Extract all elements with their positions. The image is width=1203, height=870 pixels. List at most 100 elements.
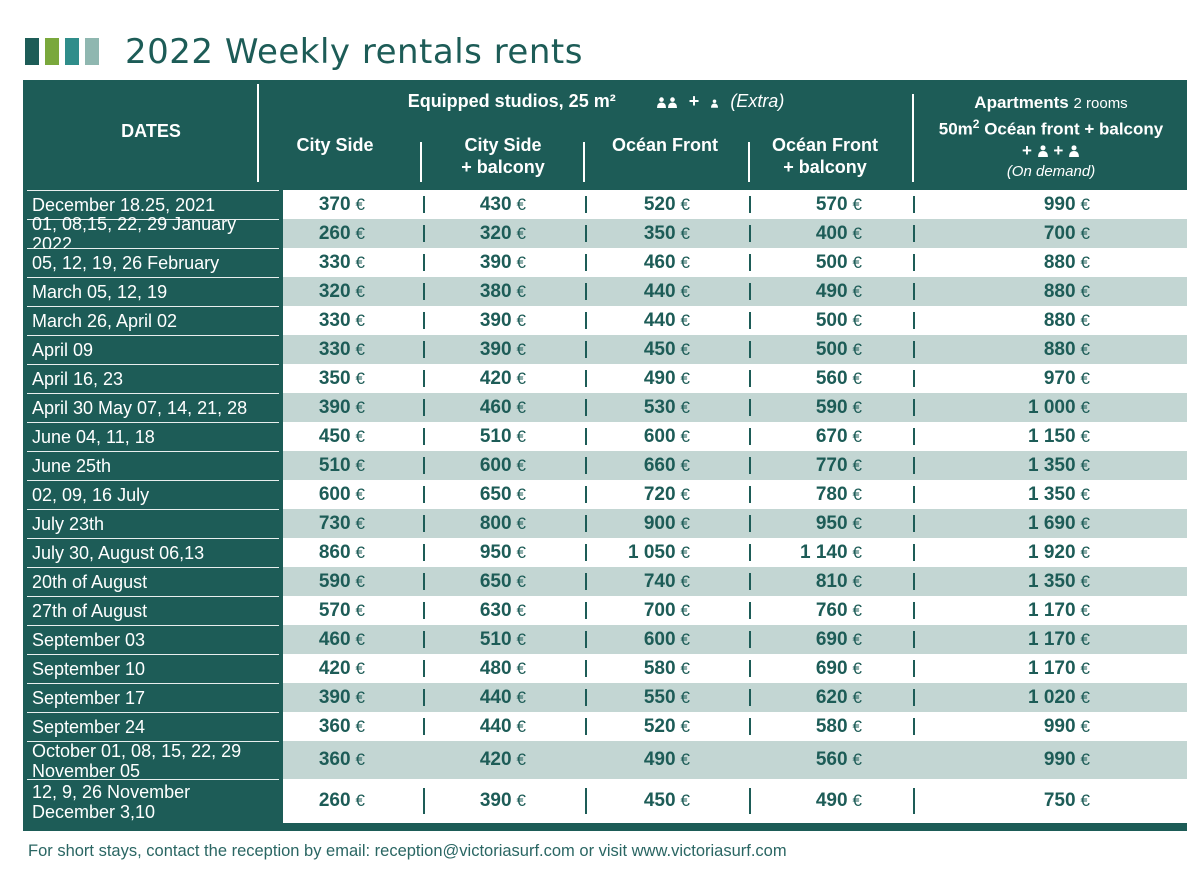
apartments-persons: + + [915, 140, 1187, 161]
currency-symbol: € [852, 716, 862, 736]
price-value: 880 [1043, 338, 1076, 360]
price-cell: 580 € [816, 712, 862, 741]
currency-symbol: € [1080, 542, 1090, 562]
price-cell: 490 € [816, 277, 862, 306]
price-cell: 390 € [480, 779, 526, 823]
price-value: 990 [1043, 193, 1076, 215]
col-header-city-side-balcony: City Side + balcony [427, 134, 579, 178]
date-cell: September 24 [27, 712, 279, 741]
price-cell: 560 € [816, 741, 862, 779]
page-title: 2022 Weekly rentals rents [125, 32, 583, 72]
currency-symbol: € [516, 791, 526, 810]
currency-symbol: € [1080, 484, 1090, 504]
currency-symbol: € [355, 426, 365, 446]
price-value: 880 [1043, 280, 1076, 302]
column-separator [913, 788, 915, 814]
price-cell: 440 € [480, 712, 526, 741]
table-row: 260 €320 €350 €400 €700 € [283, 219, 1187, 248]
currency-symbol: € [1080, 571, 1090, 591]
column-separator [913, 341, 915, 358]
currency-symbol: € [355, 194, 365, 214]
price-value: 950 [479, 541, 512, 563]
price-cell: 530 € [644, 393, 690, 422]
price-cell: 700 € [644, 596, 690, 625]
column-separator [423, 718, 425, 735]
apartments-title: Apartments [974, 93, 1069, 112]
price-value: 1 150 [1027, 425, 1076, 447]
column-separator [913, 631, 915, 648]
price-value: 970 [1043, 367, 1076, 389]
price-cell: 1 350 € [1028, 451, 1090, 480]
column-separator [585, 689, 587, 706]
price-cell: 320 € [319, 277, 365, 306]
price-cell: 620 € [816, 683, 862, 712]
price-value: 330 [318, 309, 351, 331]
price-cell: 590 € [816, 393, 862, 422]
table-row: 350 €420 €490 €560 €970 € [283, 364, 1187, 393]
price-value: 420 [318, 657, 351, 679]
person-icon [1037, 144, 1048, 157]
price-cell: 950 € [480, 538, 526, 567]
column-separator [585, 457, 587, 474]
apartments-area: 50m [938, 119, 973, 139]
column-separator [749, 660, 751, 677]
column-separator [585, 312, 587, 329]
table-row: 730 €800 €900 €950 €1 690 € [283, 509, 1187, 538]
price-value: 1 350 [1027, 454, 1076, 476]
price-cell: 490 € [816, 779, 862, 823]
currency-symbol: € [680, 339, 690, 359]
price-cell: 570 € [816, 190, 862, 219]
column-separator [585, 602, 587, 619]
price-value: 700 [1043, 222, 1076, 244]
price-value: 650 [479, 570, 512, 592]
apartments-on-demand: (On demand) [1006, 162, 1096, 180]
currency-symbol: € [355, 310, 365, 330]
currency-symbol: € [355, 484, 365, 504]
swatch-4 [85, 38, 99, 65]
price-value: 440 [643, 280, 676, 302]
price-cell: 320 € [480, 219, 526, 248]
date-cell: June 04, 11, 18 [27, 422, 279, 451]
price-value: 420 [479, 749, 512, 770]
currency-symbol: € [680, 368, 690, 388]
column-separator [423, 573, 425, 590]
price-cell: 1 920 € [1028, 538, 1090, 567]
price-value: 500 [815, 251, 848, 273]
currency-symbol: € [1080, 791, 1090, 810]
currency-symbol: € [852, 281, 862, 301]
column-separator [913, 254, 915, 271]
rates-table: DATES Equipped studios, 25 m² + (Extra) … [23, 80, 1187, 831]
price-value: 600 [643, 425, 676, 447]
price-cell: 720 € [644, 480, 690, 509]
price-cell: 580 € [644, 654, 690, 683]
price-cell: 600 € [480, 451, 526, 480]
currency-symbol: € [680, 687, 690, 707]
currency-symbol: € [516, 484, 526, 504]
price-value: 430 [479, 193, 512, 215]
date-cell: October 01, 08, 15, 22, 29 November 05 [27, 741, 279, 781]
column-separator [585, 399, 587, 416]
column-separator [749, 399, 751, 416]
price-value: 560 [815, 367, 848, 389]
price-value: 780 [815, 483, 848, 505]
price-cell: 500 € [816, 248, 862, 277]
currency-symbol: € [355, 455, 365, 475]
price-value: 900 [643, 512, 676, 534]
price-cell: 780 € [816, 480, 862, 509]
price-cell: 600 € [644, 422, 690, 451]
column-separator [585, 631, 587, 648]
column-separator [913, 486, 915, 503]
currency-symbol: € [852, 629, 862, 649]
column-separator [423, 254, 425, 271]
currency-symbol: € [1080, 194, 1090, 214]
table-row: 460 €510 €600 €690 €1 170 € [283, 625, 1187, 654]
column-separator [585, 370, 587, 387]
price-cell: 800 € [480, 509, 526, 538]
currency-symbol: € [516, 716, 526, 736]
currency-symbol: € [680, 426, 690, 446]
column-separator [585, 788, 587, 814]
currency-symbol: € [516, 368, 526, 388]
price-cell: 880 € [1044, 335, 1090, 364]
price-value: 330 [318, 338, 351, 360]
column-separator [913, 515, 915, 532]
